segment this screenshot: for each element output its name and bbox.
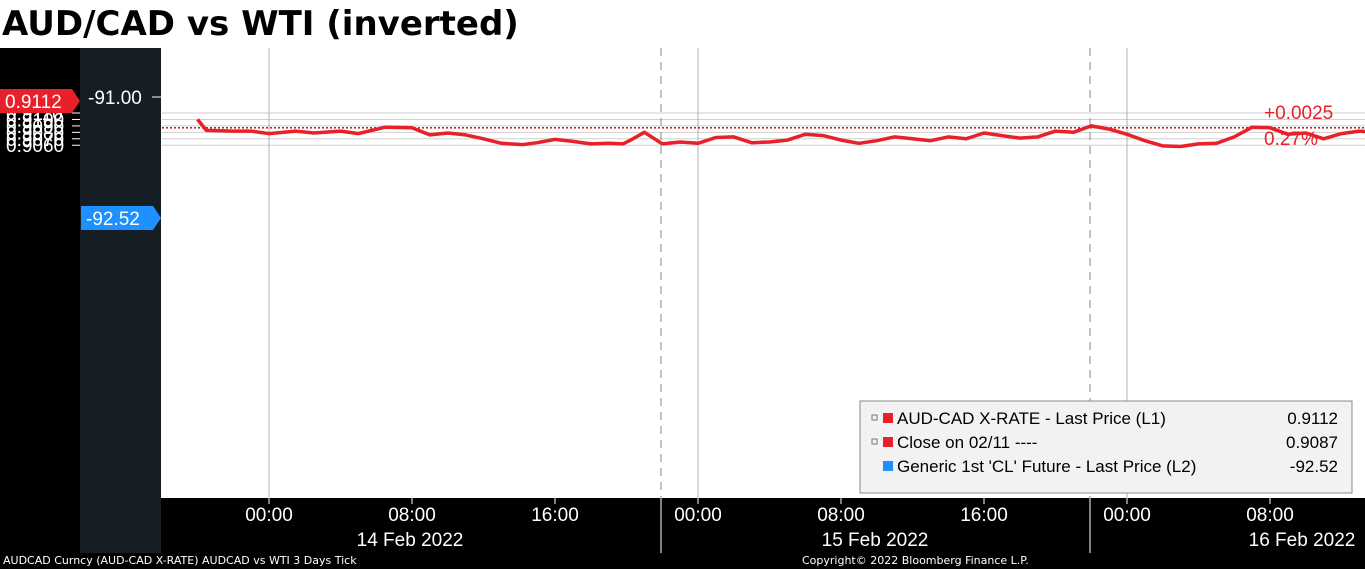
legend-swatch (883, 413, 893, 423)
legend-value: -92.52 (1290, 457, 1338, 476)
x-tick-label: 00:00 (674, 505, 722, 526)
series-lines (162, 48, 1365, 149)
y-right-tick-label: -91.00 (88, 88, 142, 109)
audcad-last-flag-shape (0, 89, 80, 113)
legend-label: AUD-CAD X-RATE - Last Price (L1) (897, 409, 1166, 428)
x-date-label: 14 Feb 2022 (357, 530, 464, 551)
x-tick-label: 08:00 (388, 505, 436, 526)
chart: 0.91100.91000.90900.90800.90700.9060-91.… (0, 48, 1365, 553)
legend-marker (871, 414, 878, 421)
x-tick-label: 16:00 (960, 505, 1008, 526)
footer-copyright: Copyright© 2022 Bloomberg Finance L.P. (802, 554, 1029, 567)
change-abs: +0.0025 (1264, 103, 1333, 124)
change-pct: 0.27% (1264, 129, 1318, 150)
x-axis-panel (161, 498, 1365, 553)
legend-value: 0.9087 (1286, 433, 1338, 452)
legend-label: Close on 02/11 ---- (897, 433, 1037, 452)
x-tick-label: 08:00 (817, 505, 865, 526)
footer-source: AUDCAD Curncy (AUD-CAD X-RATE) AUDCAD vs… (3, 554, 357, 567)
footer: AUDCAD Curncy (AUD-CAD X-RATE) AUDCAD vs… (0, 553, 1365, 569)
legend-marker (871, 438, 878, 445)
x-date-label: 16 Feb 2022 (1249, 530, 1356, 551)
audcad-line (196, 118, 1365, 149)
x-date-label: 15 Feb 2022 (822, 530, 929, 551)
legend-swatch (883, 437, 893, 447)
x-tick-label: 00:00 (1103, 505, 1151, 526)
wti-last-flag-text: -92.52 (86, 209, 140, 230)
left-axis-panel (0, 48, 80, 553)
wti-last-flag: -92.52 (81, 206, 161, 230)
legend-box (859, 400, 1353, 494)
wti-last-flag-shape (81, 206, 161, 230)
audcad-last-flag: 0.9112 (0, 89, 80, 113)
right-axis-panel (80, 48, 161, 553)
y-left-tick-label: 0.9080 (6, 123, 64, 144)
legend-value: 0.9112 (1287, 409, 1338, 428)
wti-line (305, 48, 1365, 81)
legend-swatch (883, 461, 893, 471)
chart-title: AUD/CAD vs WTI (inverted) (2, 4, 519, 44)
legend-label: Generic 1st 'CL' Future - Last Price (L2… (897, 457, 1196, 476)
audcad-last-flag-text: 0.9112 (5, 92, 62, 113)
y-left-tick-label: 0.9100 (6, 110, 64, 131)
legend: AUD-CAD X-RATE - Last Price (L1) 0.9112 Cl… (859, 400, 1353, 494)
x-tick-label: 08:00 (1246, 505, 1294, 526)
x-tick-label: 16:00 (531, 505, 579, 526)
y-left-tick-label: 0.9090 (6, 117, 64, 138)
annotations: 0.9112 -92.52 +0.0025 0.27% (0, 89, 1333, 230)
x-tick-label: 00:00 (245, 505, 293, 526)
y-left-tick-label: 0.9070 (6, 130, 64, 151)
y-left-tick-label: 0.9060 (6, 136, 64, 157)
